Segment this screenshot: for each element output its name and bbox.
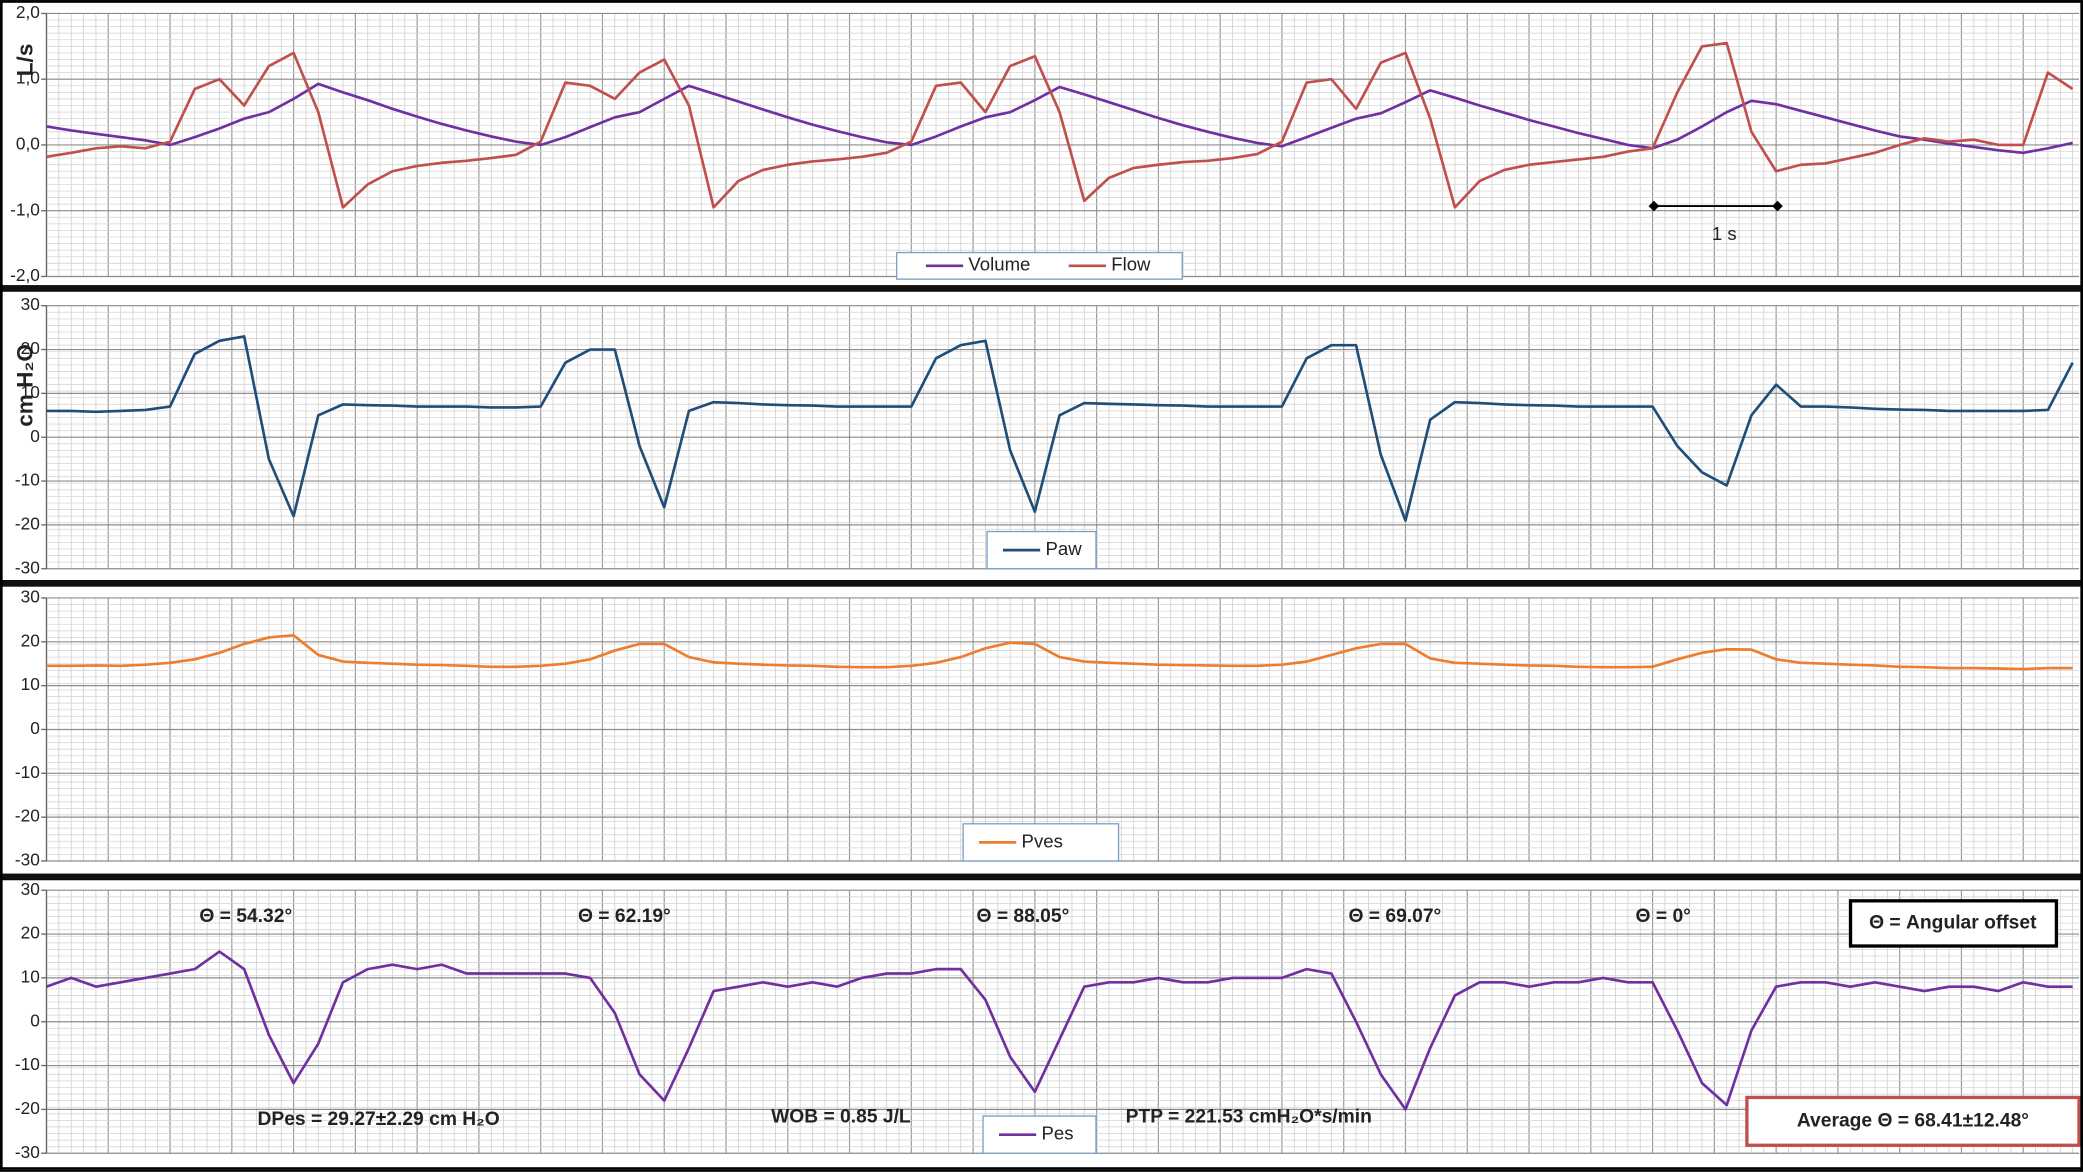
annotation-box [1745,1095,2081,1147]
legend: Volume Flow [896,251,1183,280]
y-tick-label: 0 [30,426,40,446]
panel: -30 -20 -10 0 10 20 30 Pes Θ = 54.32° Θ = 62.19° Θ… [0,878,2083,1170]
y-tick-label: -20 [15,1098,40,1118]
y-tick-label: -1,0 [10,199,40,219]
y-axis-title: cm H₂O [13,344,38,427]
series-line [46,41,2074,209]
y-tick-label: 20 [21,923,40,943]
annotation: Θ = 54.32° [199,906,292,927]
y-tick-label: 2,0 [16,2,40,22]
y-axis-title: L/s [13,44,38,77]
series-line [46,335,2074,522]
legend: Pves [962,823,1120,862]
legend-label: Pves [1022,830,1063,851]
y-tick-label: -2,0 [10,265,40,285]
series-line [46,950,2073,1111]
y-tick-label: -20 [15,513,40,533]
y-tick-label: -10 [15,1054,40,1074]
legend-label: Volume [968,254,1030,275]
legend: Pes [982,1115,1097,1154]
y-tick-label: -10 [15,470,40,490]
y-tick-label: -30 [15,557,40,577]
legend-label: Paw [1045,538,1082,559]
y-tick-label: 20 [21,630,40,650]
legend-label: Flow [1111,254,1151,275]
annotation-box [1848,899,2059,948]
panel: -2,0 -1,0 0,0 1,0 2,0 L/s Volume Flow 1 s [0,0,2083,288]
y-tick-label: 30 [21,587,40,607]
y-tick-label: 10 [21,382,40,402]
y-tick-label: 30 [21,879,40,899]
y-tick-label: 1,0 [16,68,40,88]
y-tick-label: 0 [30,1010,40,1030]
y-tick-label: 0,0 [16,134,40,154]
y-tick-label: 30 [21,294,40,314]
scale-bar-end [1648,200,1660,212]
annotation: Θ = 62.19° [578,906,671,927]
y-tick-label: -30 [15,1142,40,1162]
series-line [46,633,2073,671]
y-tick-label: 0 [30,718,40,738]
y-tick-label: -30 [15,850,40,870]
scale-bar-end [1772,200,1783,212]
legend: Paw [986,530,1097,570]
y-tick-label: -10 [15,762,40,782]
annotation: Θ = 88.05° [977,906,1070,927]
y-tick-label: 10 [21,966,40,986]
annotation: Θ = 69.07° [1348,906,1441,927]
annotation: Θ = 0° [1636,906,1691,927]
annotation: Average Θ = 68.41±12.48° [1797,1110,2029,1131]
annotation: DPes = 29.27±2.29 cm H₂O [257,1109,499,1130]
y-tick-label: 20 [21,338,40,358]
annotation: PTP = 221.53 cmH₂O*s/min [1126,1106,1372,1127]
annotation: Θ = Angular offset [1869,913,2037,934]
y-tick-label: 10 [21,674,40,694]
series-line [46,82,2073,155]
legend-label: Pes [1041,1123,1073,1144]
annotation: WOB = 0.85 J/L [771,1106,911,1127]
annotation: 1 s [1712,223,1737,244]
y-tick-label: -20 [15,806,40,826]
